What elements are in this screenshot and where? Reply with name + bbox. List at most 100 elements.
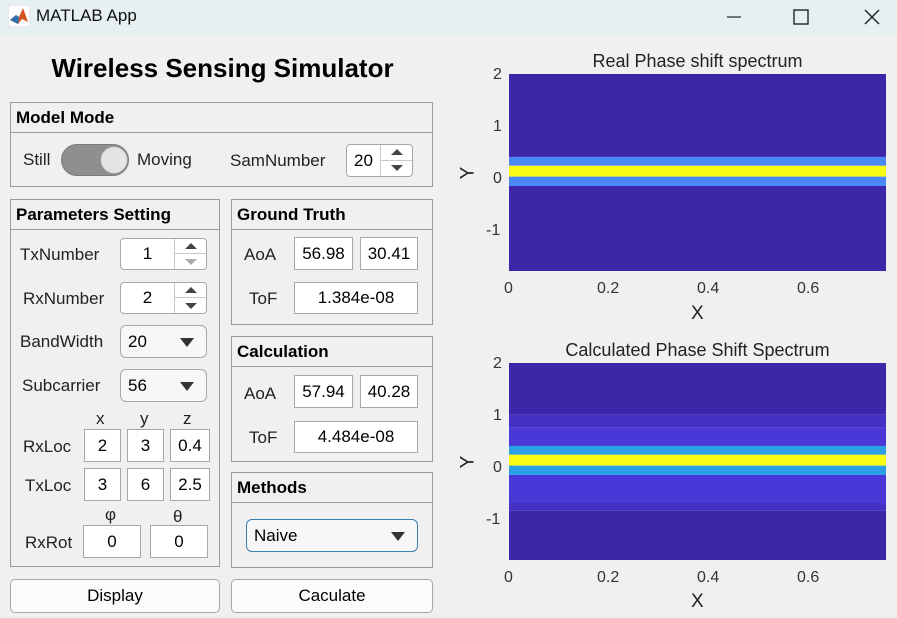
txloc-x-input[interactable]: 3: [84, 468, 121, 501]
methods-dropdown[interactable]: Naive: [246, 519, 418, 552]
subcarrier-dropdown[interactable]: 56: [120, 369, 207, 402]
calc-aoa-1-field[interactable]: 57.94: [294, 375, 353, 408]
panel-title: Ground Truth: [232, 200, 432, 230]
subcarrier-value[interactable]: 56: [128, 375, 147, 395]
chevron-down-icon: [180, 381, 194, 391]
decrement-button[interactable]: [175, 254, 206, 269]
col-z-label: z: [183, 409, 192, 428]
plot2-heatmap: [509, 363, 886, 560]
gt-aoa-label: AoA: [244, 245, 277, 264]
txloc-label: TxLoc: [25, 476, 72, 495]
heatmap-band: [509, 414, 886, 428]
decrement-button[interactable]: [175, 298, 206, 313]
txnumber-spinner[interactable]: 1: [120, 238, 207, 270]
increment-button[interactable]: [381, 145, 412, 161]
heatmap-band: [509, 427, 886, 446]
heatmap-band: [509, 165, 886, 177]
plot1-xtick: 0: [504, 280, 513, 297]
maximize-icon: [793, 9, 809, 25]
maximize-button[interactable]: [771, 0, 831, 34]
chevron-down-icon: [180, 337, 194, 347]
window-title: MATLAB App: [36, 6, 137, 25]
display-button[interactable]: Display: [10, 579, 220, 613]
rxrot-phi-input[interactable]: 0: [83, 525, 141, 558]
heatmap-band: [509, 510, 886, 560]
gt-aoa-1-field[interactable]: 56.98: [294, 237, 353, 270]
arrow-up-icon: [184, 243, 197, 249]
txnumber-value[interactable]: 1: [142, 244, 153, 263]
arrow-down-icon: [390, 165, 403, 172]
txnumber-label: TxNumber: [20, 245, 100, 264]
plot1-ytick: -1: [486, 222, 501, 239]
bandwidth-dropdown[interactable]: 20: [120, 325, 207, 358]
switch-knob[interactable]: [100, 146, 128, 174]
calculate-button[interactable]: Caculate: [231, 579, 433, 613]
plot1-xlabel: X: [691, 303, 704, 324]
panel-title: Model Mode: [11, 103, 432, 133]
close-button[interactable]: [842, 0, 897, 34]
panel-title: Parameters Setting: [11, 200, 219, 230]
arrow-down-icon: [184, 302, 197, 309]
plot2-xtick: 0: [504, 569, 513, 586]
rxnumber-value[interactable]: 2: [142, 288, 153, 307]
rxrot-theta-input[interactable]: 0: [150, 525, 208, 558]
samnumber-value[interactable]: 20: [354, 150, 373, 170]
plot1-ylabel: Y: [457, 166, 479, 180]
txloc-y-input[interactable]: 6: [127, 468, 164, 501]
plot2-ytick: -1: [486, 511, 501, 528]
plot1-xtick: 0.2: [597, 280, 620, 297]
plot2-ylabel: Y: [457, 455, 479, 469]
gt-tof-label: ToF: [249, 289, 278, 308]
heatmap-band: [509, 185, 886, 271]
calc-tof-field[interactable]: 4.484e-08: [294, 421, 418, 453]
panel-title: Calculation: [232, 337, 432, 367]
plot2-xlabel: X: [691, 591, 704, 612]
plot1-ytick: 0: [493, 170, 502, 187]
bandwidth-value[interactable]: 20: [128, 331, 147, 351]
plot2-xtick: 0.2: [597, 569, 620, 586]
matlab-logo-icon: [8, 5, 30, 27]
samnumber-spinner[interactable]: 20: [346, 144, 413, 177]
heatmap-band: [509, 74, 886, 157]
arrow-up-icon: [184, 287, 197, 293]
heatmap-band: [509, 176, 886, 186]
heatmap-band: [509, 454, 886, 466]
methods-value[interactable]: Naive: [254, 525, 298, 545]
rxrot-label: RxRot: [25, 533, 73, 552]
col-x-label: x: [96, 409, 105, 428]
arrow-down-icon: [184, 258, 197, 265]
txloc-z-input[interactable]: 2.5: [170, 468, 210, 501]
col-phi-label: φ: [105, 505, 117, 524]
rxnumber-spinner[interactable]: 2: [120, 282, 207, 314]
close-icon: [864, 9, 880, 25]
heatmap-band: [509, 445, 886, 455]
plot1-ytick: 1: [493, 118, 502, 135]
chevron-down-icon: [391, 531, 405, 541]
increment-button[interactable]: [175, 283, 206, 298]
plot1-xtick: 0.6: [797, 280, 820, 297]
plot2-xtick: 0.4: [697, 569, 720, 586]
calc-aoa-label: AoA: [244, 384, 277, 403]
rxloc-x-input[interactable]: 2: [84, 429, 121, 462]
plot1-heatmap: [509, 74, 886, 271]
gt-aoa-2-field[interactable]: 30.41: [360, 237, 418, 270]
rxloc-z-input[interactable]: 0.4: [170, 429, 210, 462]
rxloc-y-input[interactable]: 3: [127, 429, 164, 462]
heatmap-band: [509, 502, 886, 511]
calc-aoa-2-field[interactable]: 40.28: [360, 375, 418, 408]
rxnumber-label: RxNumber: [23, 289, 105, 308]
heatmap-band: [509, 465, 886, 475]
decrement-button[interactable]: [381, 161, 412, 177]
increment-button[interactable]: [175, 239, 206, 254]
gt-tof-field[interactable]: 1.384e-08: [294, 282, 418, 314]
plot2-xtick: 0.6: [797, 569, 820, 586]
plot2-ytick: 1: [493, 407, 502, 424]
minimize-button[interactable]: [704, 0, 764, 34]
title-bar: [0, 0, 897, 34]
subcarrier-label: Subcarrier: [22, 376, 101, 395]
plot1-title: Real Phase shift spectrum: [592, 51, 803, 71]
plot1-ytick: 2: [493, 66, 502, 83]
app-heading: Wireless Sensing Simulator: [51, 53, 394, 83]
samnumber-label: SamNumber: [230, 151, 326, 170]
plot1-xtick: 0.4: [697, 280, 720, 297]
